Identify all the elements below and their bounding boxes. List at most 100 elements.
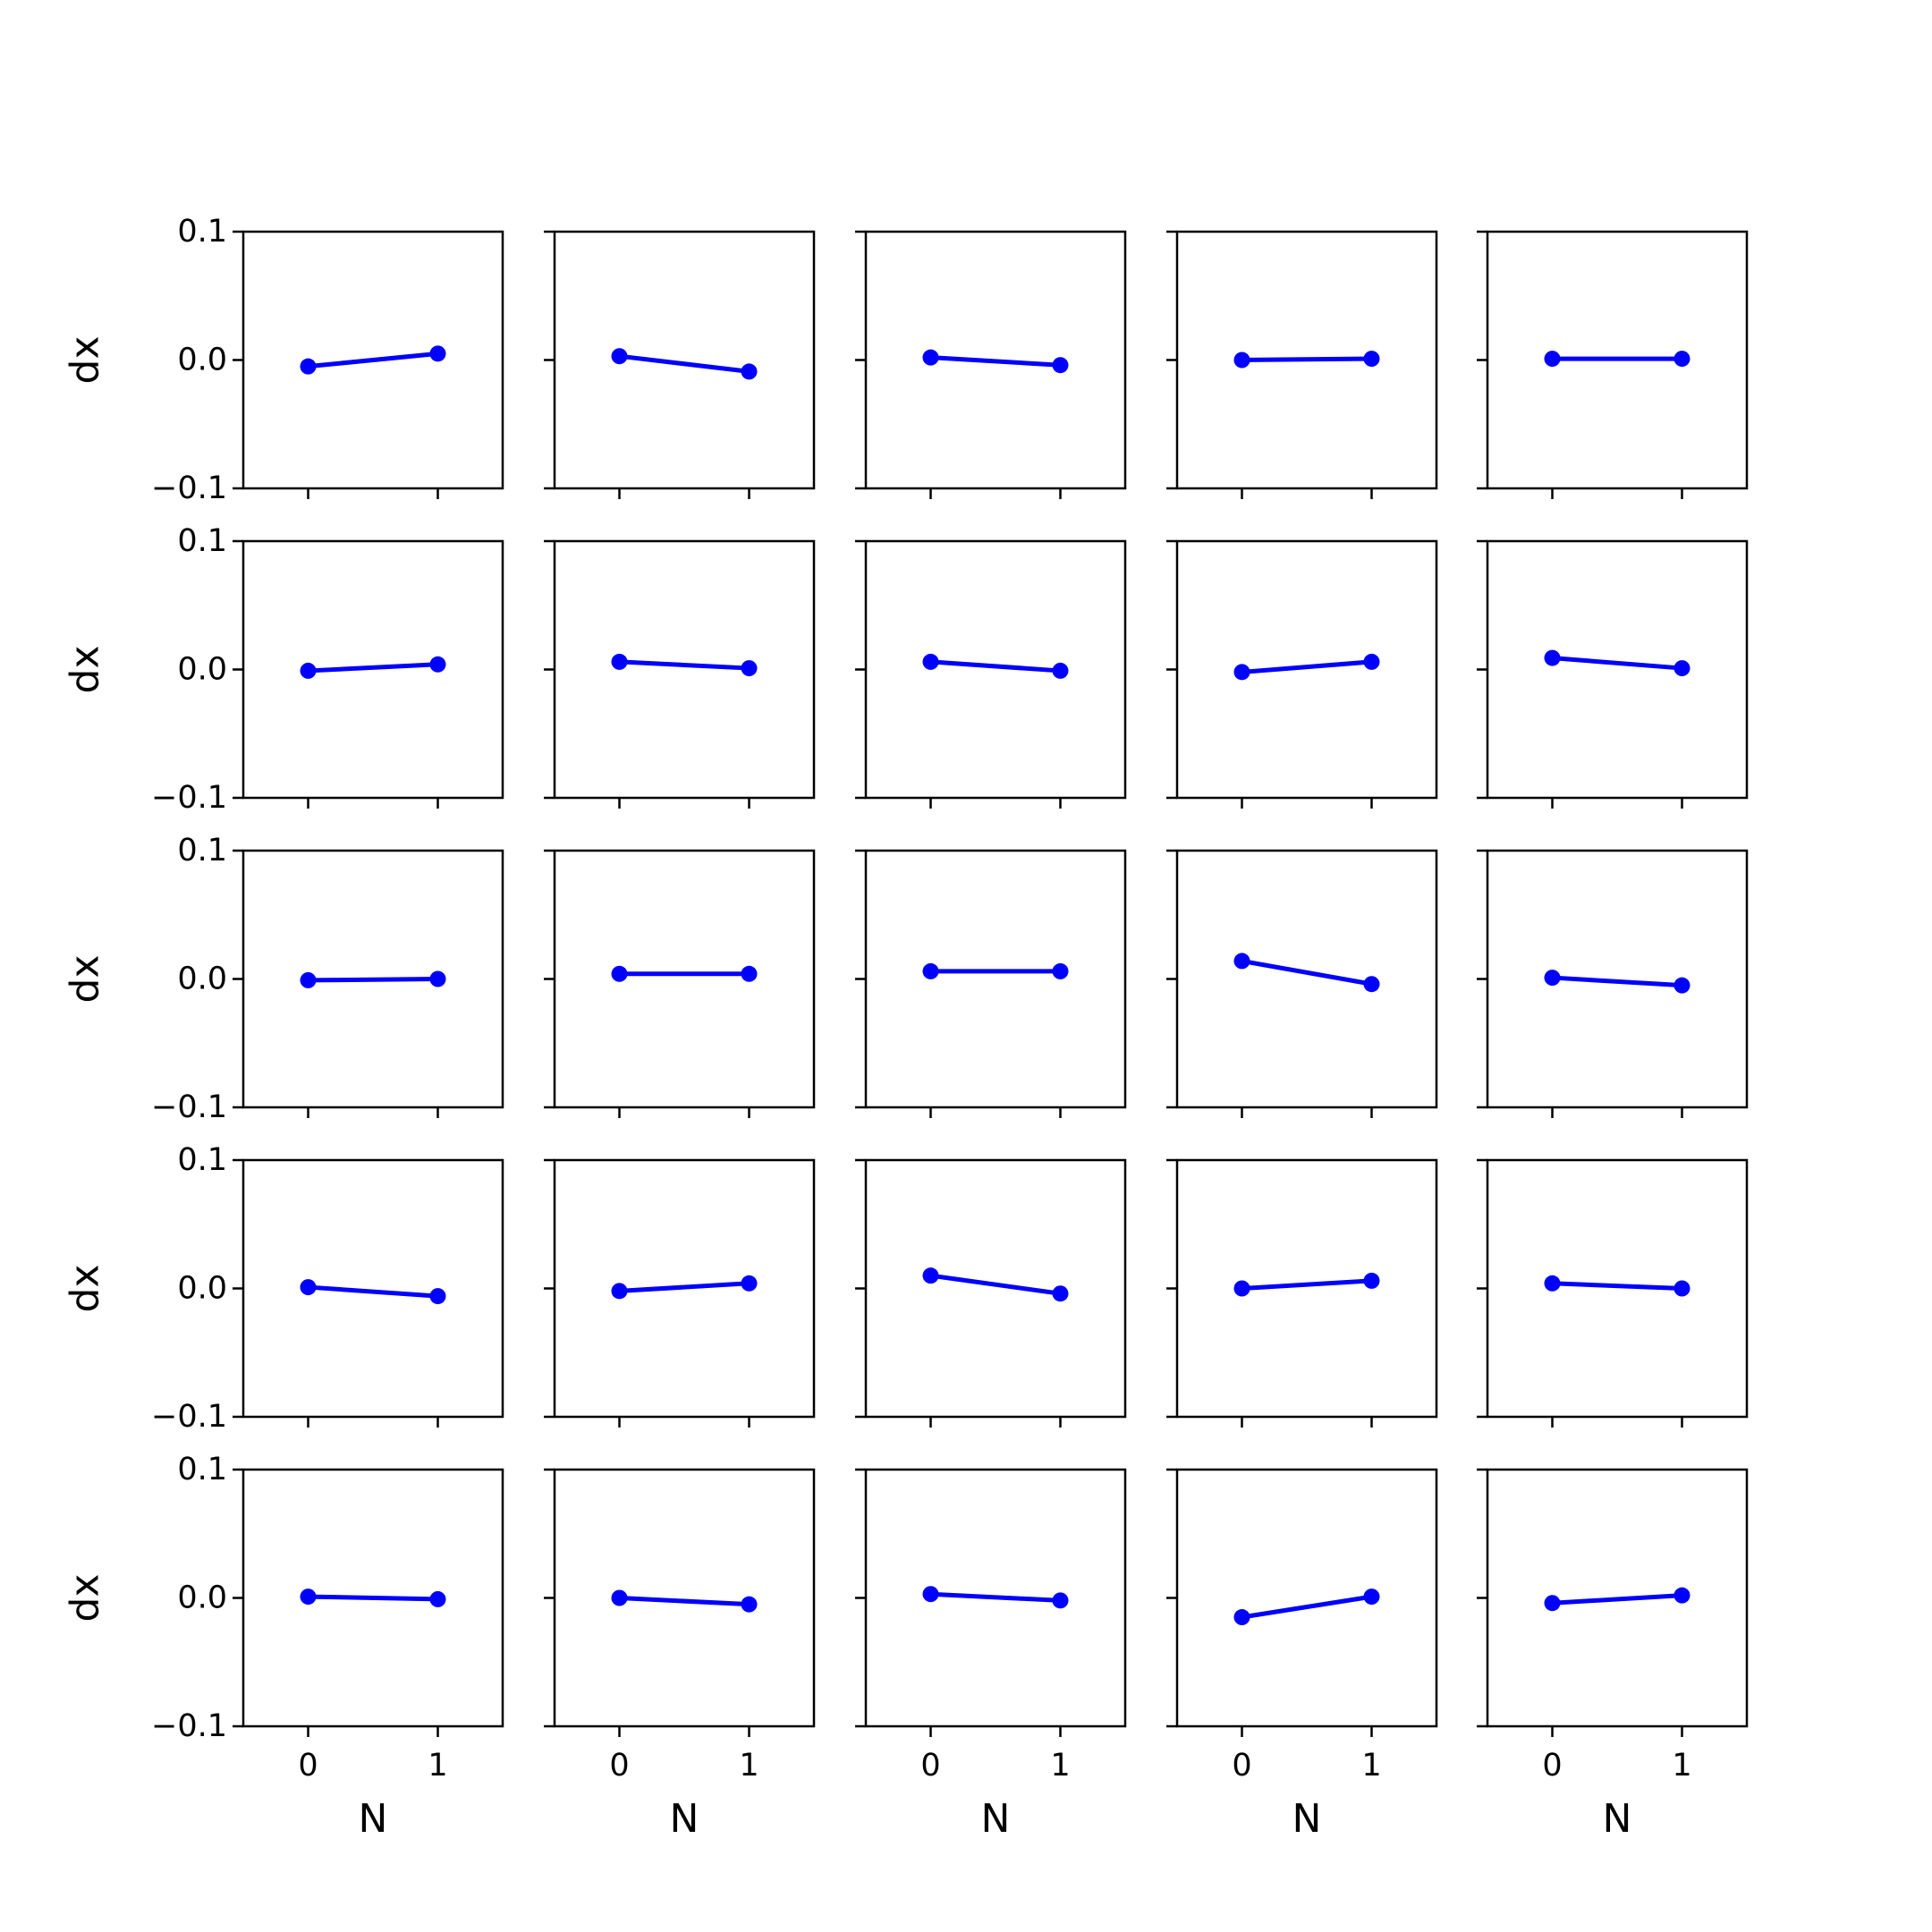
x-tick-label: 0 xyxy=(1542,1748,1562,1784)
subplot-r3-c3 xyxy=(855,849,1127,1118)
series-line xyxy=(1241,659,1372,674)
x-axis-label: N xyxy=(359,1796,388,1842)
series-line xyxy=(308,1594,438,1602)
subplot-r4-c1: 0.1 0.0 −0.1 dx xyxy=(63,1142,504,1435)
data-point xyxy=(741,1596,758,1613)
y-axis-label: dx xyxy=(63,336,108,385)
y-tick-label: 0.1 xyxy=(177,833,227,869)
data-point xyxy=(300,662,317,679)
series-line xyxy=(619,1281,750,1293)
y-tick-label: 0.1 xyxy=(177,214,227,250)
series-line xyxy=(1552,975,1682,988)
subplot-r2-c4 xyxy=(1166,539,1438,809)
data-point xyxy=(922,1267,939,1284)
series-line xyxy=(1552,1281,1682,1291)
y-tick-label: −0.1 xyxy=(151,1399,227,1435)
series-line xyxy=(1241,958,1372,987)
series-line xyxy=(308,1284,438,1299)
data-point xyxy=(1674,977,1690,994)
subplot-r5-c1: 0.1 0.0 −0.1 0 1 dx N xyxy=(63,1452,504,1842)
x-tick-label: 1 xyxy=(739,1748,758,1784)
data-point xyxy=(1052,1285,1069,1302)
data-point xyxy=(1544,1275,1561,1292)
y-tick-label: 0.0 xyxy=(177,343,227,378)
x-axis-label: N xyxy=(670,1796,699,1842)
subplot-r5-c4: 0 1 N xyxy=(1166,1468,1438,1842)
data-point xyxy=(1233,664,1250,681)
data-point xyxy=(429,345,446,362)
data-point xyxy=(429,970,446,987)
y-tick-label: 0.1 xyxy=(177,523,227,559)
data-point xyxy=(1052,962,1069,979)
series-line xyxy=(619,1596,750,1607)
data-point xyxy=(611,1589,628,1606)
data-point xyxy=(922,349,939,366)
x-tick-label: 0 xyxy=(298,1748,318,1784)
y-axis-label: dx xyxy=(63,1574,108,1623)
subplot-r1-c1: 0.1 0.0 −0.1 dx xyxy=(63,214,504,506)
data-point xyxy=(300,358,317,375)
data-point xyxy=(1363,976,1380,993)
series-line xyxy=(1552,1593,1682,1606)
series-line xyxy=(1552,656,1682,671)
subplot-r1-c5 xyxy=(1477,230,1749,499)
y-tick-label: 0.1 xyxy=(177,1142,227,1178)
series-line xyxy=(308,977,438,983)
y-axis-label: dx xyxy=(63,646,108,694)
y-tick-label: −0.1 xyxy=(151,470,227,506)
y-tick-label: 0.0 xyxy=(177,1271,227,1307)
series-line xyxy=(619,353,750,374)
x-axis-label: N xyxy=(1292,1796,1322,1842)
x-tick-label: 0 xyxy=(920,1748,940,1784)
subplot-r1-c2 xyxy=(544,230,816,499)
data-point xyxy=(1233,953,1250,970)
data-point xyxy=(1363,1272,1380,1289)
data-point xyxy=(1674,660,1690,677)
data-point xyxy=(1363,1589,1380,1606)
y-tick-label: 0.0 xyxy=(177,962,227,997)
y-tick-label: 0.0 xyxy=(177,652,227,688)
x-tick-label: 1 xyxy=(428,1748,447,1784)
data-point xyxy=(1233,1609,1250,1626)
data-point xyxy=(741,363,758,380)
data-point xyxy=(1233,352,1250,369)
data-point xyxy=(429,656,446,673)
x-tick-label: 1 xyxy=(1361,1748,1381,1784)
data-point xyxy=(429,1288,446,1305)
data-point xyxy=(1233,1280,1250,1297)
subplot-r1-c3 xyxy=(855,230,1127,499)
subplot-r4-c2 xyxy=(544,1158,816,1428)
y-axis-label: dx xyxy=(63,1265,108,1313)
series-line xyxy=(930,1591,1061,1603)
y-tick-label: 0.1 xyxy=(177,1452,227,1487)
series-line xyxy=(1241,356,1372,362)
subplot-r2-c3 xyxy=(855,539,1127,809)
subplot-grid: 0.10.0−0.1dx0.10.0−0.1dx0.10.0−0.1dx0.10… xyxy=(63,214,1749,1842)
subplot-r4-c4 xyxy=(1166,1158,1438,1428)
subplot-r5-c3: 0 1 N xyxy=(855,1468,1127,1842)
subplot-r3-c5 xyxy=(1477,849,1749,1118)
series-line xyxy=(1241,1594,1372,1620)
y-tick-label: 0.0 xyxy=(177,1580,227,1616)
data-point xyxy=(741,965,758,982)
subplot-r1-c4 xyxy=(1166,230,1438,499)
subplot-r2-c1: 0.1 0.0 −0.1 dx xyxy=(63,523,504,816)
data-point xyxy=(1674,1280,1690,1297)
x-axis-label: N xyxy=(981,1796,1011,1842)
data-point xyxy=(300,971,317,988)
x-tick-label: 1 xyxy=(1050,1748,1070,1784)
data-point xyxy=(611,1283,628,1300)
subplot-r3-c1: 0.1 0.0 −0.1 dx xyxy=(63,833,504,1125)
data-point xyxy=(1544,1595,1561,1612)
data-point xyxy=(1544,351,1561,368)
data-point xyxy=(1052,357,1069,374)
x-tick-label: 0 xyxy=(1232,1748,1251,1784)
data-point xyxy=(922,1586,939,1603)
data-point xyxy=(300,1279,317,1296)
subplot-r3-c4 xyxy=(1166,849,1438,1118)
subplot-r3-c2 xyxy=(544,849,816,1118)
y-axis-label: dx xyxy=(63,955,108,1004)
y-tick-label: −0.1 xyxy=(151,780,227,816)
series-line xyxy=(308,662,438,674)
